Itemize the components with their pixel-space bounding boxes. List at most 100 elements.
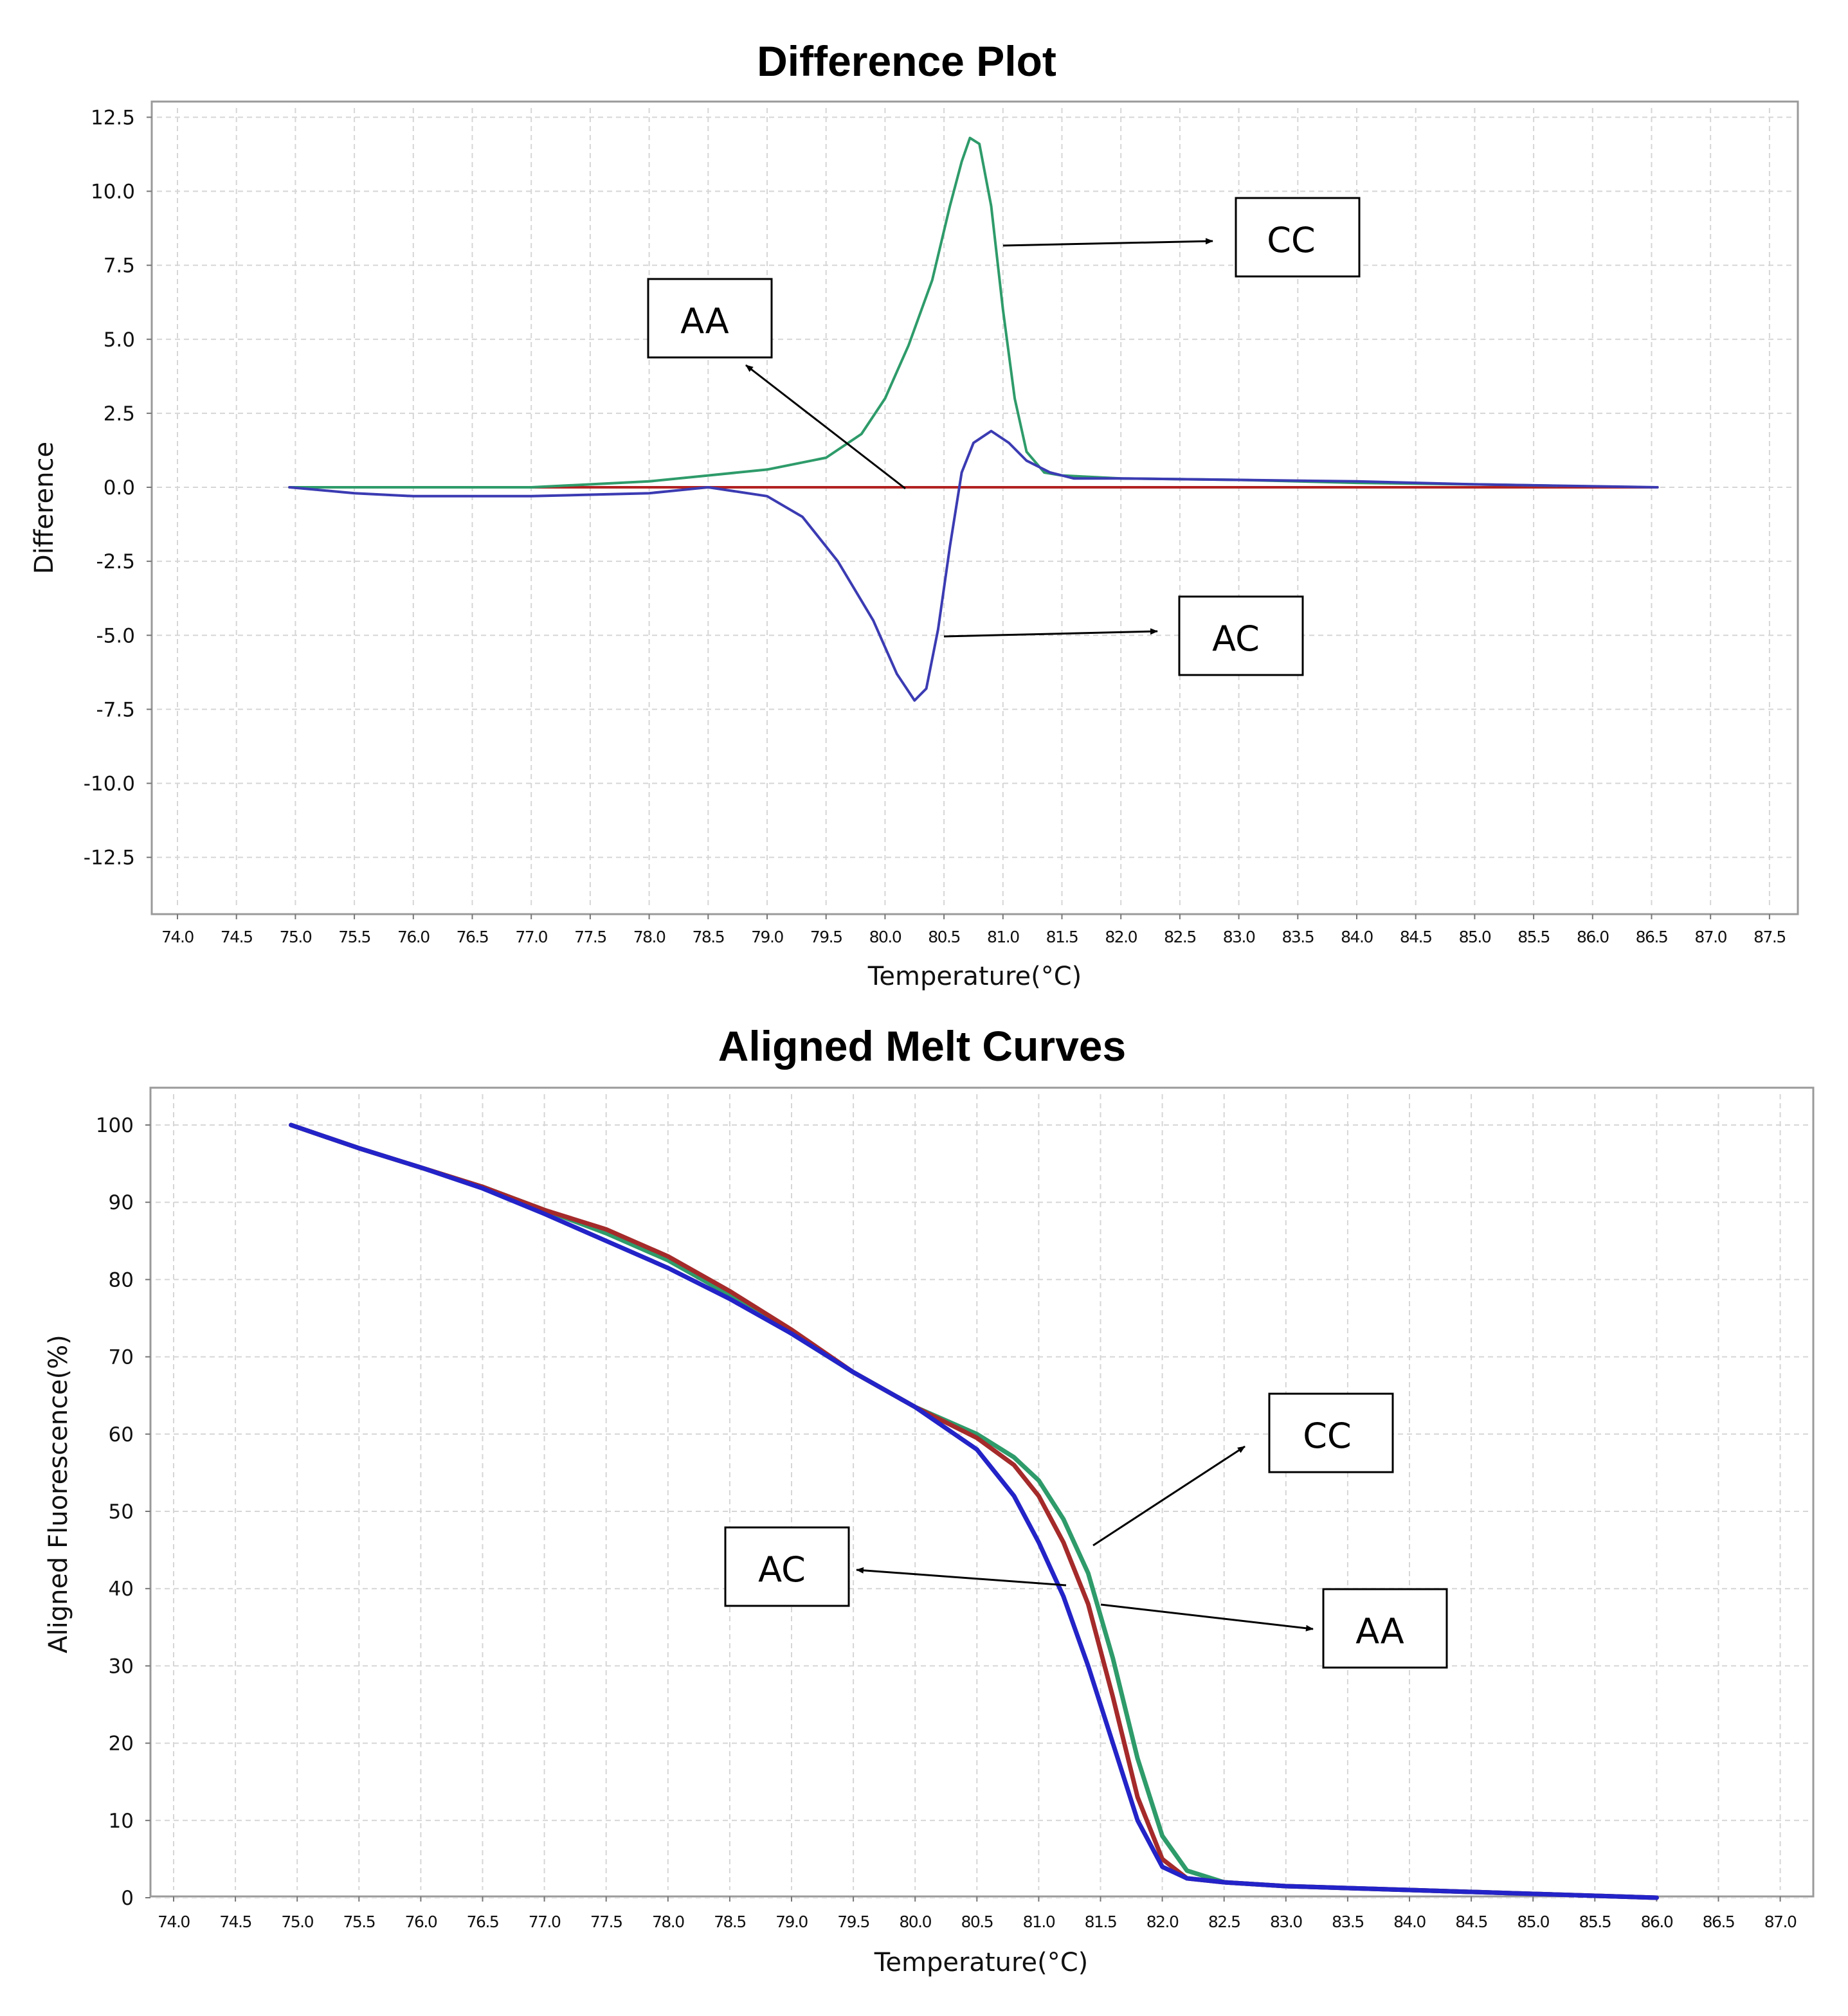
y-tick-label: 40 [109,1578,134,1601]
x-tick-label: 83.0 [1270,1913,1302,1931]
y-tick-label: 2.5 [104,402,135,426]
annotation-box [647,278,773,359]
annotation-label: CC [1303,1416,1351,1456]
x-tick-label: 85.5 [1579,1913,1611,1931]
x-tick-label: 80.5 [928,928,960,946]
y-tick-label: 10.0 [91,181,135,204]
y-tick-label: 80 [109,1268,134,1292]
x-tick-label: 78.5 [714,1913,746,1931]
difference-plot: Difference Plot 12.5 10.0 7.5 5.0 2.5 0.0 -2.5… [30,37,1799,991]
annotation-arrow [1092,1445,1246,1547]
x-axis-label: Temperature(°C) [867,962,1082,991]
series-line-ac [288,429,1659,702]
x-tick-label: 78.0 [652,1913,684,1931]
y-tick-label: 50 [109,1500,134,1524]
y-axis-label: Difference [30,442,59,574]
x-tick-label: 86.5 [1636,928,1668,946]
x-axis-ticks: 74.0 74.5 75.0 75.5 76.0 76.5 77.0 77.5 78.0 78.5… [158,1896,1798,1931]
x-tick-label: 79.0 [751,928,783,946]
x-tick-label: 82.5 [1208,1913,1240,1931]
annotation-cc: CC [1092,1392,1394,1547]
annotation-label: AC [1212,618,1260,659]
y-tick-label: 10 [109,1810,134,1833]
annotation-ac: AC [943,595,1304,676]
y-tick-label: -12.5 [84,847,135,870]
x-tick-label: 80.5 [961,1913,993,1931]
x-tick-label: 75.5 [343,1913,375,1931]
x-tick-label: 82.5 [1164,928,1196,946]
y-axis-ticks: 12.5 10.0 7.5 5.0 2.5 0.0 -2.5 -5.0 -7.5 -10.0 -12… [84,106,152,870]
x-tick-label: 82.0 [1146,1913,1179,1931]
x-tick-label: 79.5 [837,1913,869,1931]
annotation-label: CC [1267,220,1315,260]
x-tick-label: 80.0 [869,928,901,946]
x-axis-ticks: 74.0 74.5 75.0 75.5 76.0 76.5 77.0 77.5 78.0 78.5… [161,914,1786,946]
annotation-aa: AA [1100,1588,1448,1669]
annotation-label: AA [680,301,729,341]
x-tick-label: 74.5 [221,928,253,946]
x-tick-label: 77.5 [590,1913,622,1931]
x-tick-label: 76.0 [397,928,430,946]
aligned-melt-curves: Aligned Melt Curves 10090807060504030201… [44,1022,1815,1977]
plot-area [150,100,1799,915]
annotation-ac: AC [724,1526,1067,1607]
x-tick-label: 79.5 [810,928,842,946]
y-tick-label: 12.5 [91,106,135,129]
x-tick-label: 81.5 [1085,1913,1117,1931]
x-tick-label: 78.0 [633,928,666,946]
x-tick-label: 85.0 [1459,928,1491,946]
x-tick-label: 74.0 [158,1913,190,1931]
annotation-label: AC [758,1549,806,1590]
annotation-aa: AA [647,278,906,490]
annotation-box [1235,197,1361,278]
annotation-arrow [1100,1603,1314,1632]
annotation-arrow [1002,238,1213,247]
y-tick-label: 90 [109,1191,134,1214]
x-tick-label: 83.5 [1282,928,1314,946]
gridlines [156,1094,1808,1898]
x-tick-label: 82.0 [1105,928,1137,946]
x-tick-label: 76.5 [467,1913,499,1931]
x-tick-label: 79.0 [775,1913,808,1931]
x-tick-label: 77.0 [529,1913,561,1931]
x-tick-label: 77.0 [515,928,547,946]
y-tick-label: -2.5 [96,550,136,573]
x-tick-label: 81.0 [1023,1913,1055,1931]
x-tick-label: 87.0 [1694,928,1726,946]
x-tick-label: 84.5 [1455,1913,1487,1931]
y-tick-label: -5.0 [96,624,136,647]
annotation-label: AA [1355,1611,1404,1652]
series-group [289,1122,1659,1900]
x-tick-label: 85.0 [1517,1913,1549,1931]
x-tick-label: 85.5 [1517,928,1550,946]
y-tick-label: 70 [109,1346,134,1369]
x-tick-label: 86.0 [1641,1913,1673,1931]
x-tick-label: 76.5 [457,928,489,946]
y-tick-label: 100 [96,1114,134,1137]
x-tick-label: 83.5 [1332,1913,1364,1931]
series-line-ac [289,1122,1659,1900]
y-tick-label: 30 [109,1655,134,1678]
y-axis-label: Aligned Fluorescence(%) [44,1335,73,1653]
y-tick-label: 5.0 [104,328,135,352]
annotation-box [1322,1588,1448,1669]
chart-title: Aligned Melt Curves [718,1022,1126,1070]
annotation-box [1178,595,1304,676]
annotation-arrow [943,628,1158,638]
chart-title: Difference Plot [757,37,1056,85]
x-tick-label: 75.0 [280,928,312,946]
y-tick-label: -10.0 [84,773,135,796]
x-tick-label: 80.0 [899,1913,931,1931]
x-tick-label: 76.0 [405,1913,437,1931]
series-group [288,136,1659,702]
annotation-arrow [856,1567,1067,1587]
y-tick-label: 0.0 [104,476,135,500]
x-tick-label: 74.5 [219,1913,251,1931]
y-tick-label: 0 [121,1887,134,1910]
plot-area [149,1086,1815,1898]
y-tick-label: 7.5 [104,255,135,278]
x-tick-label: 81.0 [987,928,1019,946]
x-tick-label: 75.0 [281,1913,313,1931]
x-tick-label: 84.5 [1400,928,1432,946]
